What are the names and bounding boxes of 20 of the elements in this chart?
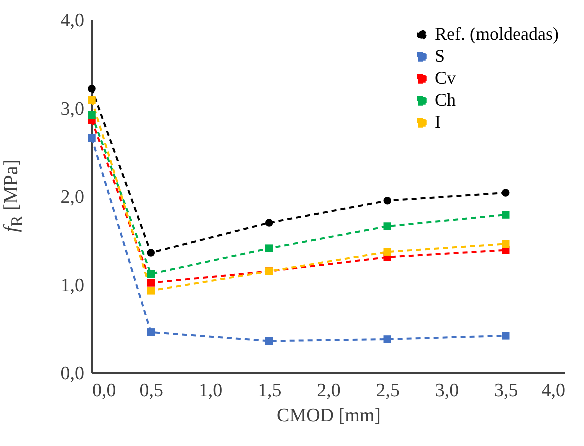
x-tick-label: 0,0: [92, 380, 116, 402]
x-tick-label: 3,0: [435, 380, 460, 402]
legend-label: Cv: [435, 68, 456, 88]
x-tick-label: 0,5: [140, 380, 164, 402]
x-tick-label: 1,0: [198, 380, 223, 402]
x-tick-label: 3,5: [494, 380, 518, 402]
legend-label: Ch: [435, 90, 456, 110]
legend-label: I: [435, 112, 441, 132]
x-tick-label: 4,0: [542, 380, 566, 402]
legend-label: S: [435, 46, 446, 66]
x-axis-title: CMOD [mm]: [277, 406, 381, 426]
x-tick-label: 2,0: [317, 380, 341, 402]
legend-label: Ref. (moldeadas): [435, 24, 559, 44]
y-tick-label: 4,0: [60, 10, 84, 32]
y-tick-label: 1,0: [60, 275, 84, 296]
y-tick-label: 0,0: [60, 364, 84, 384]
y-tick-label: 3,0: [60, 98, 84, 120]
x-tick-label: 1,5: [258, 380, 282, 402]
x-tick-label: 2,5: [376, 380, 400, 402]
y-tick-label: 2,0: [60, 187, 84, 208]
